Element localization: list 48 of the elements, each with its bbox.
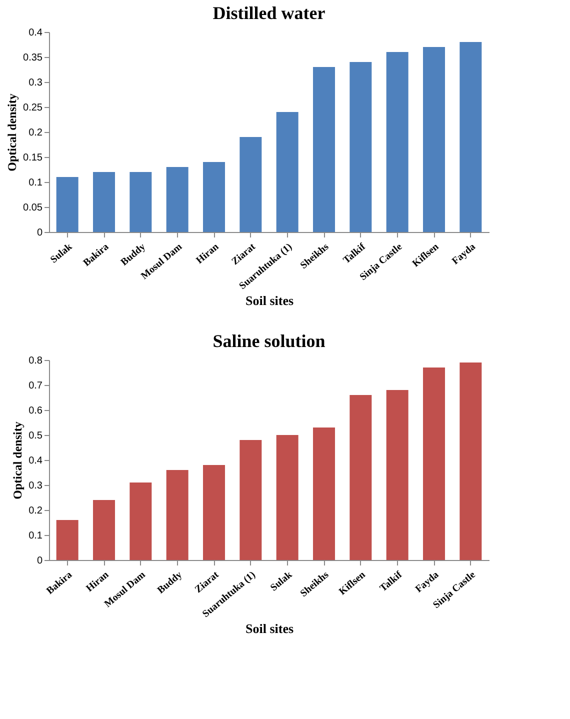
- y-tick-label: 0.5: [28, 430, 43, 442]
- chart-title: Distilled water: [212, 3, 326, 23]
- y-tick-label: 0.7: [28, 380, 43, 392]
- bar: [460, 42, 482, 232]
- y-tick-label: 0.05: [23, 202, 43, 214]
- bar: [276, 435, 298, 560]
- bar: [240, 137, 262, 232]
- x-axis-title: Soil sites: [245, 621, 294, 636]
- y-tick-label: 0.35: [23, 52, 43, 64]
- y-tick-label: 0: [36, 556, 43, 566]
- bar: [386, 52, 408, 232]
- y-axis-title: Optical density: [10, 422, 25, 500]
- y-tick-label: 0.25: [23, 102, 43, 114]
- bar: [423, 47, 445, 232]
- bar: [130, 172, 152, 232]
- y-tick-label: 0: [36, 228, 43, 238]
- chart-title: Saline solution: [212, 331, 326, 351]
- y-tick-label: 0.1: [28, 530, 43, 542]
- bar: [130, 482, 152, 560]
- y-tick-label: 0.3: [28, 480, 43, 492]
- y-tick-label: 0.4: [28, 456, 43, 466]
- y-tick-label: 0.15: [23, 152, 43, 164]
- bar: [313, 67, 335, 232]
- bar: [350, 395, 372, 560]
- bar: [93, 500, 115, 560]
- bar: [460, 362, 482, 560]
- y-tick-label: 0.2: [28, 128, 43, 138]
- bar: [166, 167, 188, 232]
- y-axis-title: Optical density: [5, 94, 20, 172]
- bar: [423, 368, 445, 560]
- bar: [240, 440, 262, 560]
- bar: [386, 390, 408, 560]
- bar: [166, 470, 188, 560]
- y-tick-label: 0.3: [28, 78, 43, 88]
- y-tick-label: 0.1: [28, 178, 43, 188]
- bar: [56, 177, 78, 232]
- bar: [313, 428, 335, 560]
- bar: [350, 62, 372, 232]
- y-tick-label: 0.6: [28, 406, 43, 416]
- bar: [276, 112, 298, 232]
- y-tick-label: 0.4: [28, 28, 43, 38]
- bar: [203, 465, 225, 560]
- y-tick-label: 0.2: [28, 506, 43, 516]
- y-tick-label: 0.8: [28, 356, 43, 366]
- bar: [203, 162, 225, 232]
- x-axis-title: Soil sites: [245, 293, 294, 308]
- bar: [56, 520, 78, 560]
- bar: [93, 172, 115, 232]
